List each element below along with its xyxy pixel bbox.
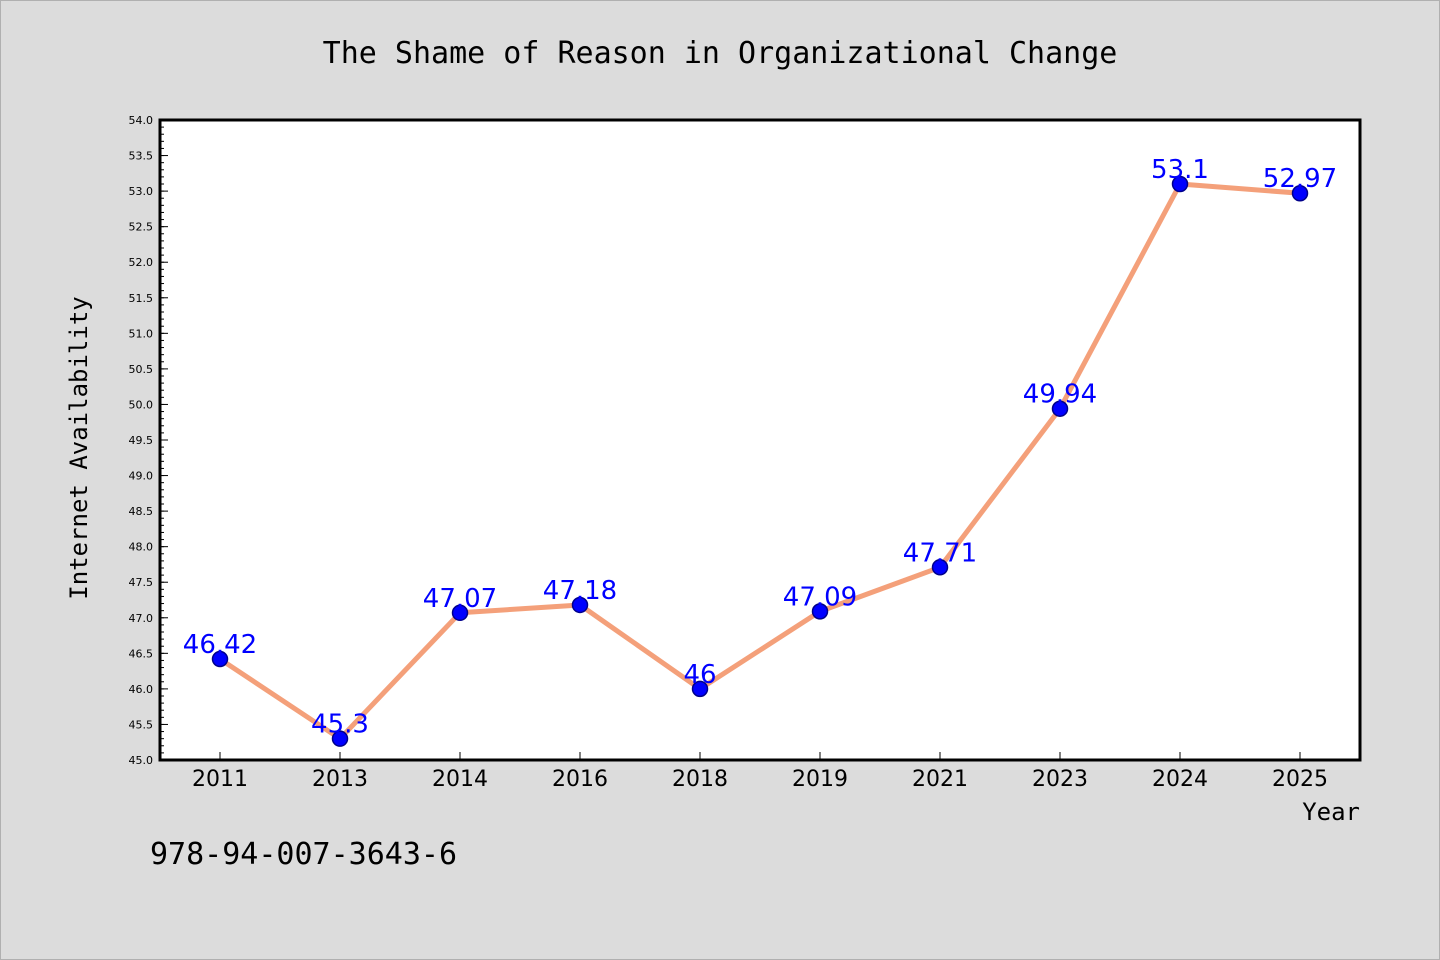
data-point: [811, 603, 829, 620]
y-tick-label: 53.0: [129, 185, 154, 198]
chart-title: The Shame of Reason in Organizational Ch…: [323, 36, 1118, 71]
y-tick-label: 45.5: [129, 718, 154, 731]
data-label: 47.18: [543, 576, 617, 606]
data-label: 52.97: [1263, 164, 1337, 194]
y-tick-label: 51.5: [129, 292, 154, 305]
y-tick-label: 45.0: [129, 754, 154, 767]
data-label: 46.42: [183, 630, 257, 660]
x-tick-label: 2014: [432, 767, 488, 792]
plot-border: [158, 118, 1362, 762]
y-tick-label: 52.5: [129, 221, 154, 234]
y-tick-label: 47.5: [129, 576, 154, 589]
y-tick-label: 50.0: [129, 398, 154, 411]
y-tick-label: 47.0: [129, 612, 154, 625]
y-tick-label: 46.0: [129, 683, 154, 696]
data-point: [691, 680, 709, 698]
y-tick-label: 49.5: [129, 434, 154, 447]
data-point: [931, 559, 949, 576]
y-tick-label: 48.0: [129, 541, 154, 554]
data-label: 45.3: [311, 710, 369, 740]
x-tick-label: 2013: [312, 767, 368, 792]
x-tick-label: 2024: [1152, 767, 1208, 792]
data-label: 53.1: [1151, 155, 1209, 185]
series-line: [218, 181, 1301, 742]
x-tick-label: 2021: [912, 767, 968, 792]
y-tick-label: 46.5: [129, 647, 154, 660]
data-point: [1171, 175, 1189, 193]
plot-area: [160, 120, 1360, 760]
x-axis-ticks: 2011 2013 2014 2016 2018 2019 2021 2023 2024 2025: [192, 752, 1328, 792]
isbn-text: 978-94-007-3643-6: [150, 837, 457, 872]
y-tick-label: 50.5: [129, 363, 154, 376]
y-axis-label: Internet Availability: [65, 296, 93, 599]
data-point: [571, 596, 589, 614]
y-tick-label: 48.5: [129, 505, 154, 518]
data-label: 47.07: [423, 584, 497, 614]
y-tick-label: 51.0: [129, 327, 154, 340]
y-tick-label: 49.0: [129, 470, 154, 483]
data-point: [451, 604, 469, 622]
data-label: 47.71: [903, 538, 977, 568]
y-tick-label: 52.0: [129, 256, 154, 269]
data-label: 49.94: [1023, 380, 1097, 410]
y-tick-label: 53.5: [129, 150, 154, 163]
x-tick-label: 2023: [1032, 767, 1088, 792]
data-point: [331, 730, 349, 747]
x-tick-label: 2019: [792, 767, 848, 792]
series-markers: [211, 175, 1309, 747]
data-point: [211, 650, 229, 668]
y-tick-label: 54.0: [129, 114, 154, 127]
x-tick-label: 2011: [192, 767, 248, 792]
data-point: [1051, 400, 1069, 417]
data-labels: 46.42 45.3 47.07 47.18 46 47.09 47.71 49.94 53.1…: [183, 155, 1337, 740]
x-axis-label: Year: [1302, 798, 1360, 826]
x-tick-label: 2025: [1272, 767, 1328, 792]
x-tick-label: 2016: [552, 767, 608, 792]
data-label: 47.09: [783, 582, 857, 612]
x-tick-label: 2018: [672, 767, 728, 792]
y-axis-ticks: 45.0 45.5 46.0 46.5 47.0 47.5 48.0 48.5 49.0 49.5…: [129, 114, 168, 767]
data-point: [1291, 184, 1309, 202]
data-label: 46: [683, 660, 716, 690]
